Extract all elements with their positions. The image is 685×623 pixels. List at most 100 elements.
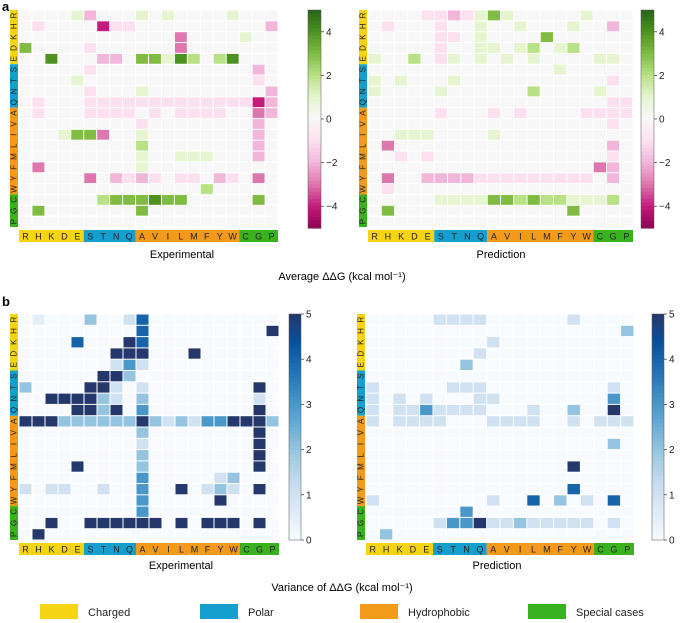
x-tick-label: T (101, 545, 107, 555)
heatmap-cell (71, 129, 84, 140)
heatmap-cell (84, 64, 97, 75)
heatmap-cell (554, 404, 567, 416)
colorbar-segment (308, 10, 321, 15)
heatmap-cell (448, 21, 461, 32)
heatmap-cell (487, 416, 500, 427)
heatmap-cell (149, 484, 162, 495)
heatmap-cell (136, 495, 149, 506)
heatmap-cell (227, 416, 240, 427)
heatmap-cell (421, 205, 434, 216)
heatmap-cell (621, 382, 634, 393)
heatmap-cell (473, 337, 487, 348)
colorbar-segment (641, 60, 654, 66)
heatmap-cell (460, 337, 473, 348)
panel-a-letter: a (2, 0, 10, 14)
heatmap-cell (448, 151, 461, 162)
heatmap-cell (214, 371, 227, 382)
heatmap-cell (265, 108, 278, 118)
heatmap-cell (32, 495, 45, 506)
colorbar-segment (289, 396, 301, 402)
x-tick-label: A (139, 232, 145, 242)
heatmap-cell (239, 10, 252, 21)
heatmap-cell (227, 337, 240, 348)
heatmap-cell (265, 194, 278, 205)
heatmap-cell (487, 151, 500, 162)
heatmap-cell (188, 427, 201, 438)
heatmap-cell (474, 184, 487, 194)
y-tick-label: I (10, 443, 19, 445)
heatmap-cell (594, 416, 607, 427)
heatmap-cell (620, 43, 633, 53)
heatmap-cell (149, 43, 161, 53)
heatmap-cell (366, 416, 379, 427)
heatmap-cell (580, 140, 593, 151)
x-group-strip (593, 543, 634, 555)
panel-b-title-prediction: Prediction (473, 560, 522, 572)
heatmap-cell (97, 517, 110, 529)
heatmap-cell (19, 404, 32, 416)
heatmap-cell (123, 108, 136, 118)
heatmap-cell (540, 461, 554, 472)
colorbar-segment (289, 385, 301, 390)
heatmap-cell (513, 484, 527, 495)
heatmap-cell (540, 97, 553, 108)
heatmap-cell (240, 359, 253, 370)
heatmap-cell (567, 43, 580, 53)
heatmap-cell (149, 517, 162, 529)
heatmap-cell (607, 416, 621, 427)
heatmap-cell (473, 348, 487, 359)
colorbar-segment (652, 494, 664, 500)
colorbar-segment (641, 188, 654, 193)
heatmap-cell (460, 393, 473, 404)
heatmap-cell (161, 173, 174, 184)
heatmap-cell (501, 194, 514, 205)
colorbar-segment (308, 224, 321, 229)
heatmap-cell (366, 337, 379, 348)
heatmap-cell (461, 151, 474, 162)
heatmap-cell (252, 53, 265, 64)
heatmap-cell (379, 382, 393, 393)
heatmap-cell (527, 371, 540, 382)
heatmap-cell (393, 337, 406, 348)
heatmap-cell (554, 184, 567, 194)
heatmap-cell (226, 151, 239, 162)
colorbar-segment (652, 314, 664, 319)
heatmap-cell (620, 194, 633, 205)
colorbar-segment (652, 329, 664, 334)
y-tick-label: K (10, 34, 19, 40)
heatmap-cell (433, 393, 446, 404)
heatmap-cell (175, 517, 188, 529)
heatmap-cell (487, 450, 500, 461)
heatmap-cell (84, 359, 97, 370)
heatmap-cell (408, 162, 421, 173)
heatmap-cell (174, 173, 187, 184)
heatmap-cell (213, 53, 226, 64)
heatmap-cell (395, 184, 408, 194)
colorbar-segment (308, 39, 321, 44)
y-tick-label: P (10, 219, 19, 224)
heatmap-cell (580, 119, 593, 129)
heatmap-cell (607, 461, 621, 472)
heatmap-cell (594, 359, 607, 370)
colorbar-segment (641, 191, 654, 196)
heatmap-cell (32, 21, 45, 32)
heatmap-cell (607, 450, 621, 461)
heatmap-cell (19, 371, 32, 382)
heatmap-cell (227, 506, 240, 517)
heatmap-cell (84, 450, 97, 461)
heatmap-cell (527, 216, 540, 227)
heatmap-cell (487, 382, 500, 393)
heatmap-cell (540, 450, 554, 461)
heatmap-cell (32, 371, 45, 382)
heatmap-cell (379, 337, 393, 348)
heatmap-cell (527, 461, 540, 472)
x-tick-label: N (113, 545, 120, 555)
heatmap-cell (71, 416, 84, 427)
heatmap-cell (266, 472, 279, 483)
heatmap-cell (123, 382, 136, 393)
group-legend: Charged Polar Hydrophobic Special cases (40, 604, 644, 619)
heatmap-cell (474, 140, 487, 151)
heatmap-cell (580, 75, 593, 86)
heatmap-cell (266, 517, 279, 529)
heatmap-cell (607, 495, 621, 506)
